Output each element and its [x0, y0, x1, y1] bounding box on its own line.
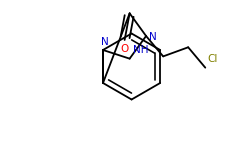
Text: NH: NH	[133, 45, 148, 55]
Text: N: N	[149, 32, 157, 42]
Text: Cl: Cl	[207, 54, 218, 64]
Text: N: N	[101, 37, 109, 47]
Text: O: O	[120, 44, 129, 54]
